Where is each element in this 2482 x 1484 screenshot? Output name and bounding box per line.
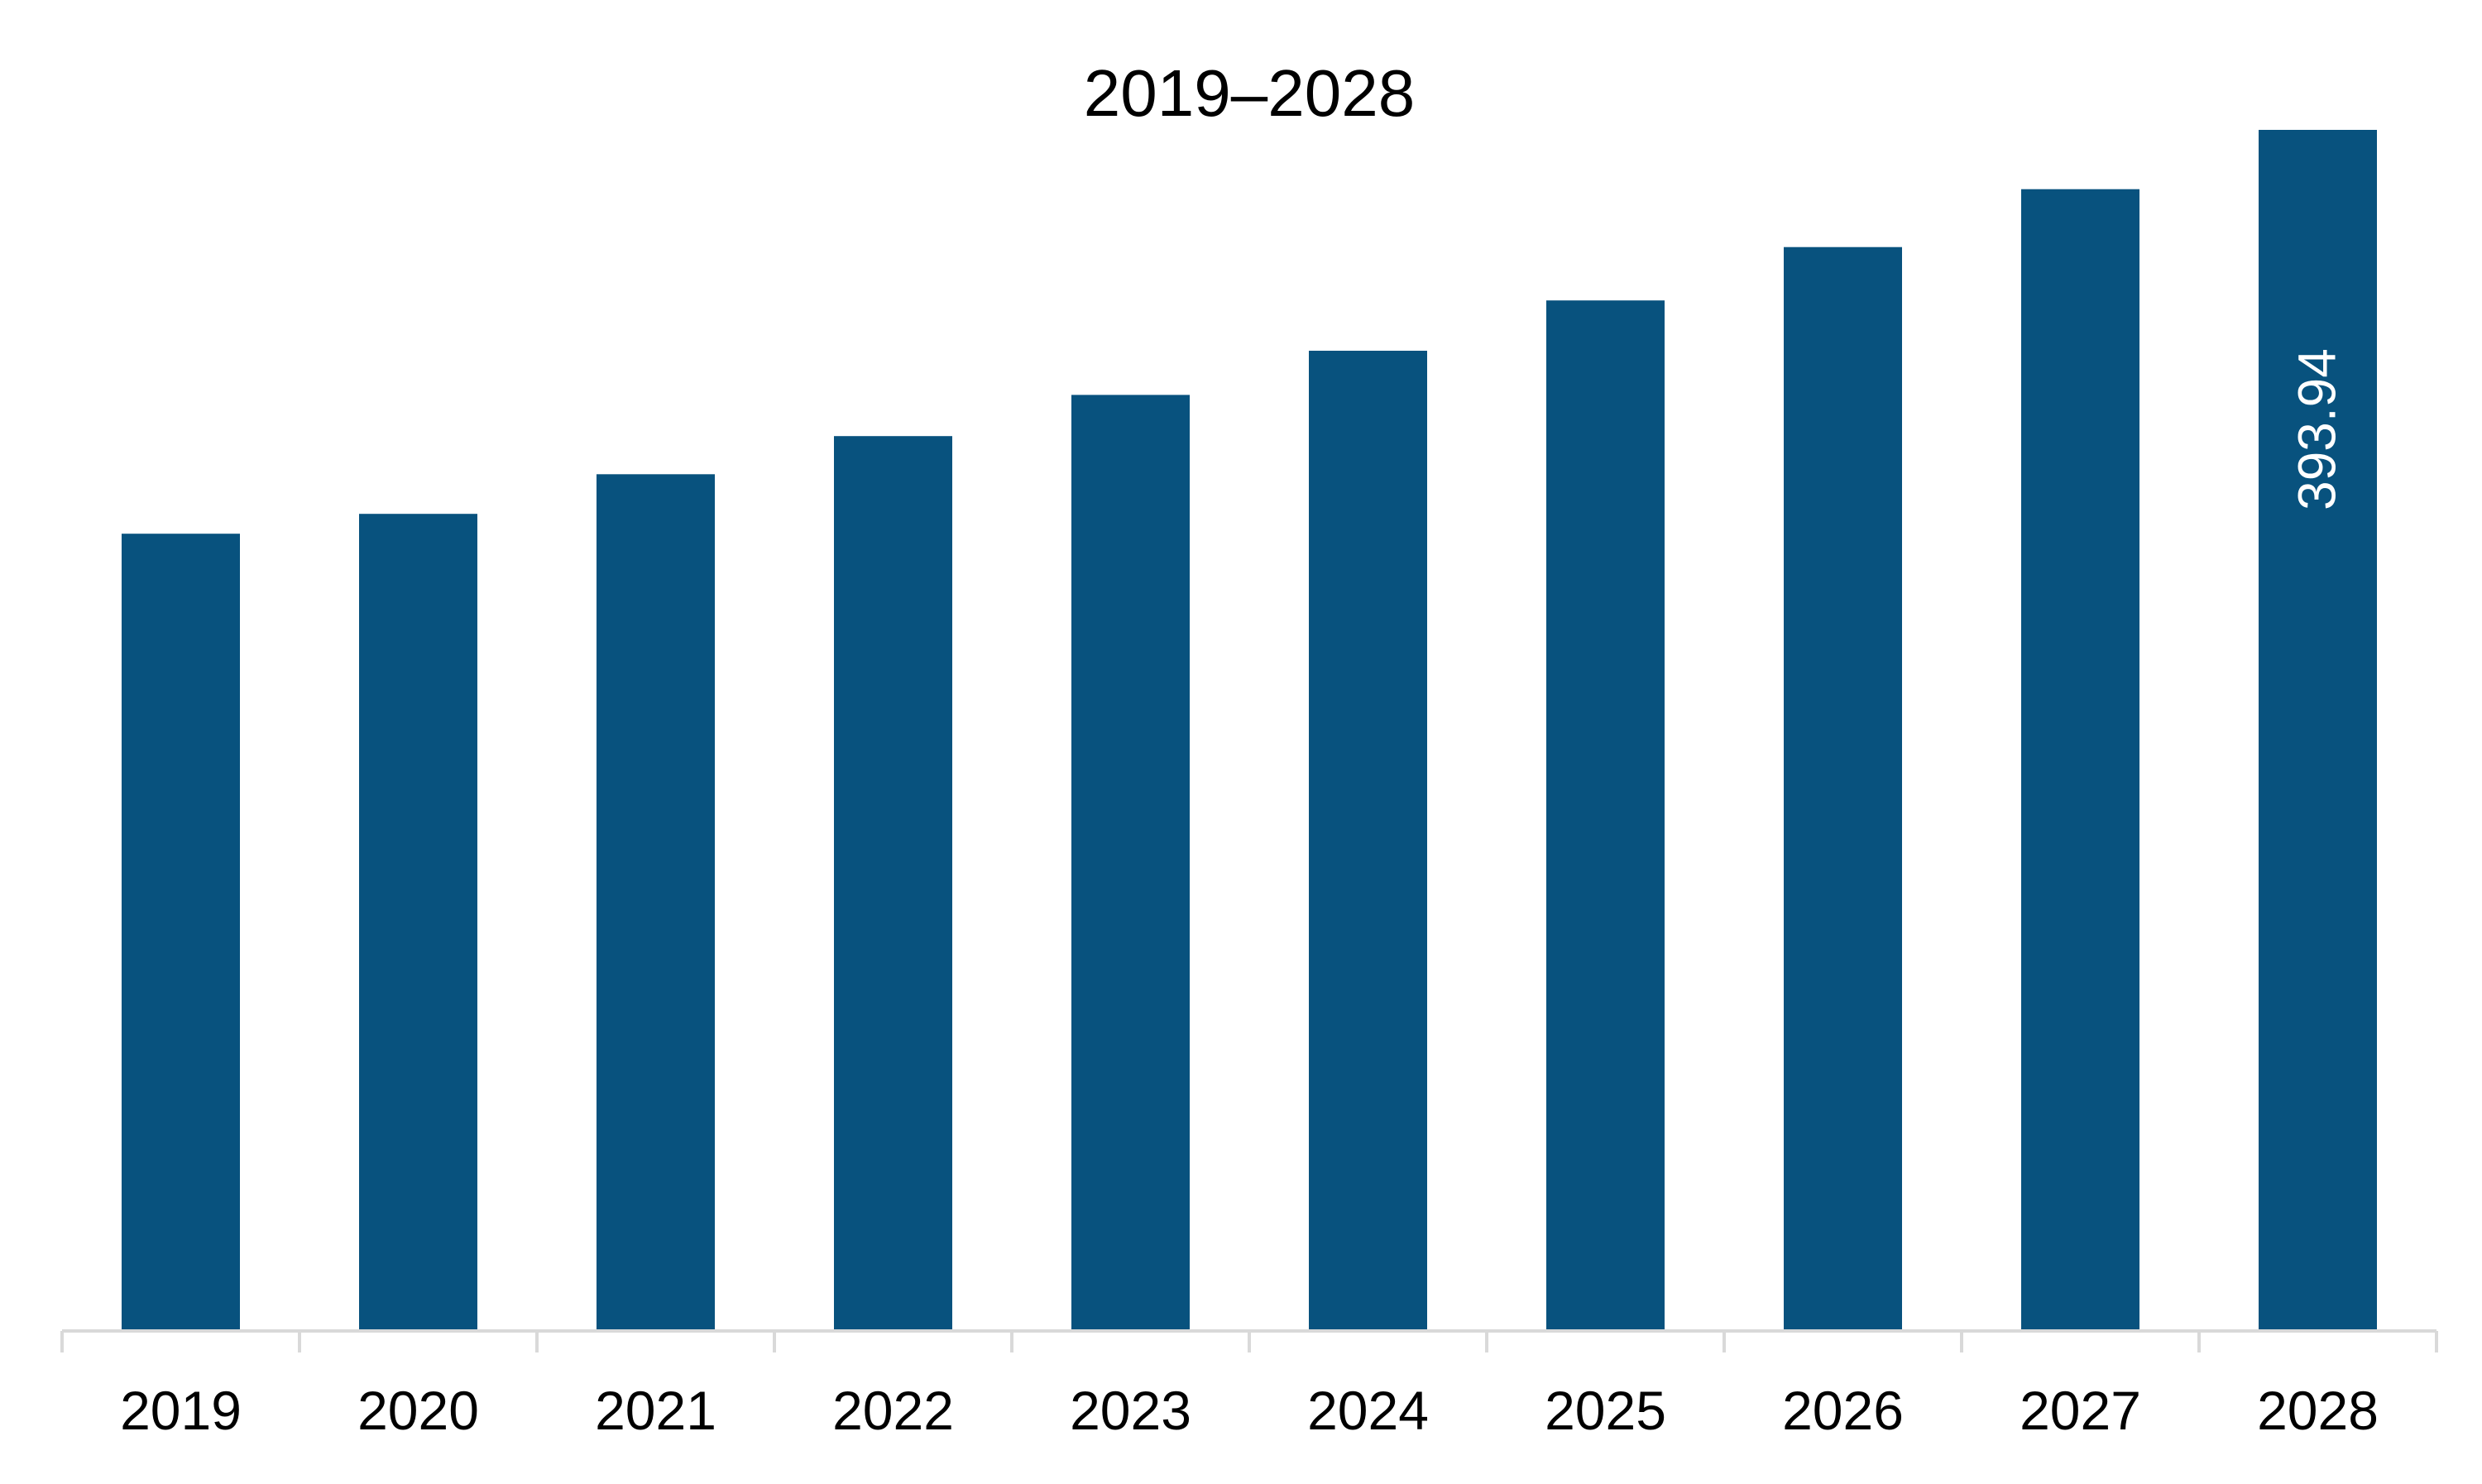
x-tick-label-2026: 2026 [1782, 1380, 1904, 1441]
x-tick-label-2028: 2028 [2257, 1380, 2379, 1441]
chart-title: 2019–2028 [1084, 56, 1415, 130]
x-tick-label-2022: 2022 [832, 1380, 954, 1441]
bar-2021 [597, 474, 715, 1331]
x-axis-ticks [60, 1331, 2438, 1352]
x-tick-label-2020: 2020 [357, 1380, 479, 1441]
bar-2025 [1546, 300, 1665, 1332]
bar-2023 [1071, 395, 1190, 1331]
x-tick-label-2024: 2024 [1307, 1380, 1429, 1441]
data-label-2028: 393.94 [2287, 348, 2346, 510]
bar-2024 [1309, 351, 1427, 1331]
bar-2022 [834, 436, 952, 1332]
x-tick-label-2021: 2021 [595, 1380, 716, 1441]
bar-2028 [2259, 130, 2377, 1331]
data-labels: 393.94 [2287, 348, 2346, 510]
x-axis-tick-labels: 2019 2020 2021 2022 2023 2024 2025 2026 2027 2028 [120, 1380, 2379, 1441]
x-tick-label-2025: 2025 [1545, 1380, 1666, 1441]
bar-series [122, 130, 2377, 1332]
bar-2026 [1784, 247, 1902, 1332]
x-tick-label-2027: 2027 [2020, 1380, 2141, 1441]
bar-2020 [359, 514, 477, 1331]
x-tick-label-2019: 2019 [120, 1380, 242, 1441]
x-tick-label-2023: 2023 [1070, 1380, 1191, 1441]
bar-2019 [122, 534, 240, 1331]
bar-2027 [2021, 189, 2139, 1332]
